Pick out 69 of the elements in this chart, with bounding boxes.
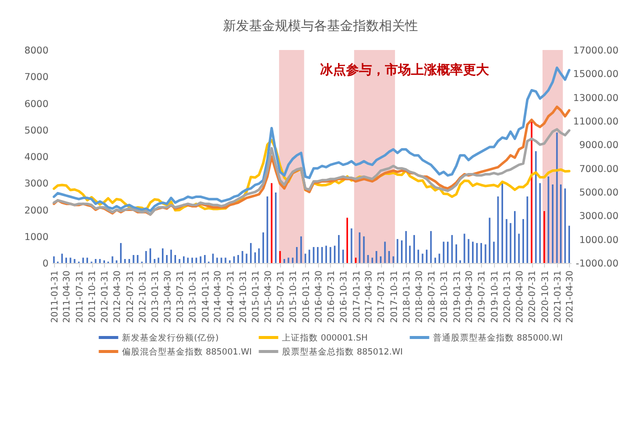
y-tick-label: 5000 bbox=[24, 125, 48, 136]
x-tick-label: 2014-04-30 bbox=[214, 270, 224, 323]
x-tick-label: 2015-07-31 bbox=[276, 270, 287, 323]
y2-tick-label: 15000.00 bbox=[573, 69, 618, 80]
legend-label: 上证指数 000001.SH bbox=[282, 332, 368, 344]
x-tick-label: 2011-07-31 bbox=[75, 270, 86, 323]
x-tick-label: 2012-01-31 bbox=[100, 270, 111, 323]
y2-tick-label: 13000.00 bbox=[573, 92, 618, 104]
x-tick-label: 2020-04-30 bbox=[515, 270, 526, 323]
y2-tick-label: 9000.00 bbox=[579, 140, 618, 152]
x-tick-label: 2012-10-31 bbox=[138, 270, 148, 323]
x-tick-label: 2020-01-31 bbox=[503, 270, 514, 323]
x-tick-label: 2019-07-31 bbox=[478, 270, 488, 323]
y-tick-label: 8000 bbox=[24, 46, 48, 56]
legend-label: 新发基金发行份额(亿份) bbox=[122, 332, 219, 344]
x-tick-label: 2018-10-31 bbox=[440, 270, 450, 323]
x-tick-label: 2013-10-31 bbox=[188, 270, 199, 323]
x-tick-label: 2017-04-30 bbox=[364, 270, 375, 323]
y2-tick-label: 3000.00 bbox=[579, 211, 618, 222]
x-tick-label: 2011-04-30 bbox=[62, 270, 73, 323]
y2-tick-label: 5000.00 bbox=[579, 188, 618, 198]
x-tick-label: 2015-10-31 bbox=[289, 270, 300, 323]
x-tick-label: 2015-04-30 bbox=[264, 270, 274, 323]
x-tick-label: 2012-04-30 bbox=[113, 270, 124, 323]
x-tick-label: 2014-10-31 bbox=[238, 270, 249, 323]
y2-tick-label: -1000.00 bbox=[576, 258, 618, 270]
x-tick-label: 2018-01-31 bbox=[402, 270, 413, 323]
x-tick-label: 2013-04-30 bbox=[163, 270, 174, 323]
y-tick-label: 4000 bbox=[24, 152, 48, 163]
x-tick-label: 2020-10-31 bbox=[540, 270, 551, 323]
x-tick-label: 2014-07-31 bbox=[226, 270, 236, 323]
y-tick-label: 6000 bbox=[24, 98, 48, 110]
y-tick-label: 2000 bbox=[24, 205, 48, 216]
x-tick-label: 2016-07-31 bbox=[326, 270, 337, 323]
x-tick-label: 2019-04-30 bbox=[465, 270, 476, 323]
x-tick-label: 2016-10-31 bbox=[340, 270, 350, 323]
y-tick-label: 7000 bbox=[24, 72, 48, 84]
x-tick-label: 2014-01-31 bbox=[201, 270, 212, 323]
y2-tick-label: 7000.00 bbox=[579, 164, 618, 175]
x-tick-label: 2019-10-31 bbox=[490, 270, 500, 323]
x-tick-label: 2011-01-31 bbox=[50, 270, 60, 323]
x-tick-label: 2017-10-31 bbox=[390, 270, 400, 323]
y2-tick-label: 1000.00 bbox=[579, 234, 618, 246]
y-tick-label: 3000 bbox=[24, 178, 48, 190]
legend-label: 普通股票型基金指数 885000.WI bbox=[433, 332, 563, 344]
x-tick-label: 2017-01-31 bbox=[352, 270, 362, 323]
x-tick-label: 2015-01-31 bbox=[252, 270, 262, 323]
x-tick-label: 2021-04-30 bbox=[566, 270, 576, 323]
chart-title: 新发基金规模与各基金指数相关性 bbox=[223, 19, 418, 34]
legend-label: 偏股混合型基金指数 885001.WI bbox=[122, 346, 252, 358]
x-tick-label: 2016-01-31 bbox=[302, 270, 312, 323]
x-tick-label: 2016-04-30 bbox=[314, 270, 324, 323]
line-series bbox=[52, 128, 570, 216]
x-tick-label: 2020-07-31 bbox=[528, 270, 538, 323]
x-tick-label: 2013-07-31 bbox=[176, 270, 186, 323]
annotation: 冰点参与，市场上涨概率更大 bbox=[320, 62, 490, 78]
x-tick-label: 2013-01-31 bbox=[151, 270, 162, 323]
x-tick-label: 2018-07-31 bbox=[427, 270, 438, 323]
y2-tick-label: 17000.00 bbox=[573, 46, 618, 56]
y-tick-label: 1000 bbox=[24, 232, 48, 243]
x-tick-label: 2021-01-31 bbox=[553, 270, 564, 323]
y2-tick-label: 11000.00 bbox=[573, 116, 618, 128]
y-tick-label: 0 bbox=[42, 258, 48, 270]
x-tick-label: 2019-01-31 bbox=[452, 270, 463, 323]
x-tick-label: 2012-07-31 bbox=[126, 270, 136, 323]
legend-label: 股票型基金总指数 885012.WI bbox=[282, 346, 403, 358]
x-tick-label: 2017-07-31 bbox=[377, 270, 388, 323]
x-tick-label: 2018-04-30 bbox=[414, 270, 425, 323]
x-tick-label: 2011-10-31 bbox=[88, 270, 98, 323]
